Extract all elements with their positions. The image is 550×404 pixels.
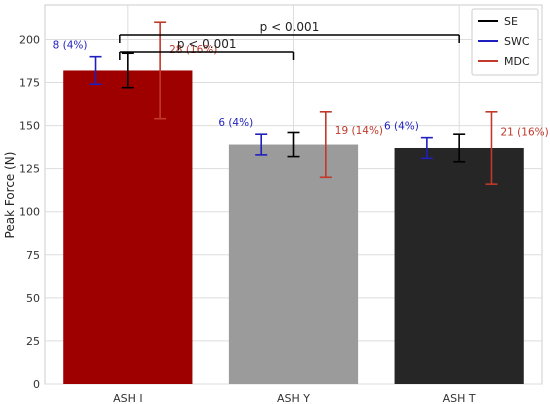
legend-item: SE xyxy=(478,15,518,28)
value-annotation: 6 (4%) xyxy=(218,117,253,129)
y-tick-labels: 0 25 50 75 100 125 150 175 200 xyxy=(19,33,40,391)
x-tick-labels: ASH I ASH Y ASH T xyxy=(113,392,476,404)
legend-item: SWC xyxy=(478,35,530,48)
bar xyxy=(394,147,524,384)
y-tick-label: 200 xyxy=(19,33,40,46)
y-axis-label: Peak Force (N) xyxy=(3,152,17,239)
value-annotation: 28 (16%) xyxy=(169,44,217,56)
value-annotation: 21 (16%) xyxy=(500,127,548,139)
y-tick-label: 50 xyxy=(26,292,40,305)
x-tick-label: ASH T xyxy=(443,392,476,404)
bar xyxy=(63,70,193,385)
bars xyxy=(63,70,524,385)
value-annotation: 19 (14%) xyxy=(335,125,383,137)
value-annotation: 6 (4%) xyxy=(384,121,419,133)
legend-label: MDC xyxy=(504,55,530,68)
y-tick-label: 25 xyxy=(26,335,40,348)
error-bar xyxy=(255,133,268,156)
legend-label: SE xyxy=(504,15,518,28)
error-bar xyxy=(319,111,332,179)
significance-label: p < 0.001 xyxy=(177,37,237,51)
x-tick-label: ASH Y xyxy=(277,392,310,404)
error-bar xyxy=(420,136,433,160)
y-tick-label: 100 xyxy=(19,206,40,219)
legend-box xyxy=(471,8,539,76)
significance-bracket: p < 0.001 xyxy=(119,37,295,60)
value-annotations: 8 (4%) 28 (16%)6 (4%)19 (14%) 6 (4%)21 (16… xyxy=(53,40,549,139)
error-bars xyxy=(89,21,498,185)
y-tick-label: 0 xyxy=(33,378,40,391)
legend: SE SWC MDC xyxy=(471,8,539,76)
error-bar xyxy=(89,55,102,86)
y-tick-label: 75 xyxy=(26,249,40,262)
x-tick-label: ASH I xyxy=(113,392,143,404)
value-annotation: 8 (4%) xyxy=(53,40,88,52)
bar xyxy=(228,144,359,384)
error-bar xyxy=(485,111,498,185)
error-bar xyxy=(287,131,300,158)
error-bar xyxy=(121,52,134,89)
error-bar xyxy=(154,21,167,120)
error-bar xyxy=(453,133,466,163)
significance-bracket: p < 0.001 xyxy=(119,20,460,43)
legend-item: MDC xyxy=(478,55,530,68)
significance-brackets: p < 0.001 p < 0.001 xyxy=(119,20,460,60)
y-tick-label: 175 xyxy=(19,77,40,90)
y-tick-label: 125 xyxy=(19,163,40,176)
significance-label: p < 0.001 xyxy=(260,20,320,34)
legend-label: SWC xyxy=(504,35,530,48)
y-tick-label: 150 xyxy=(19,120,40,133)
